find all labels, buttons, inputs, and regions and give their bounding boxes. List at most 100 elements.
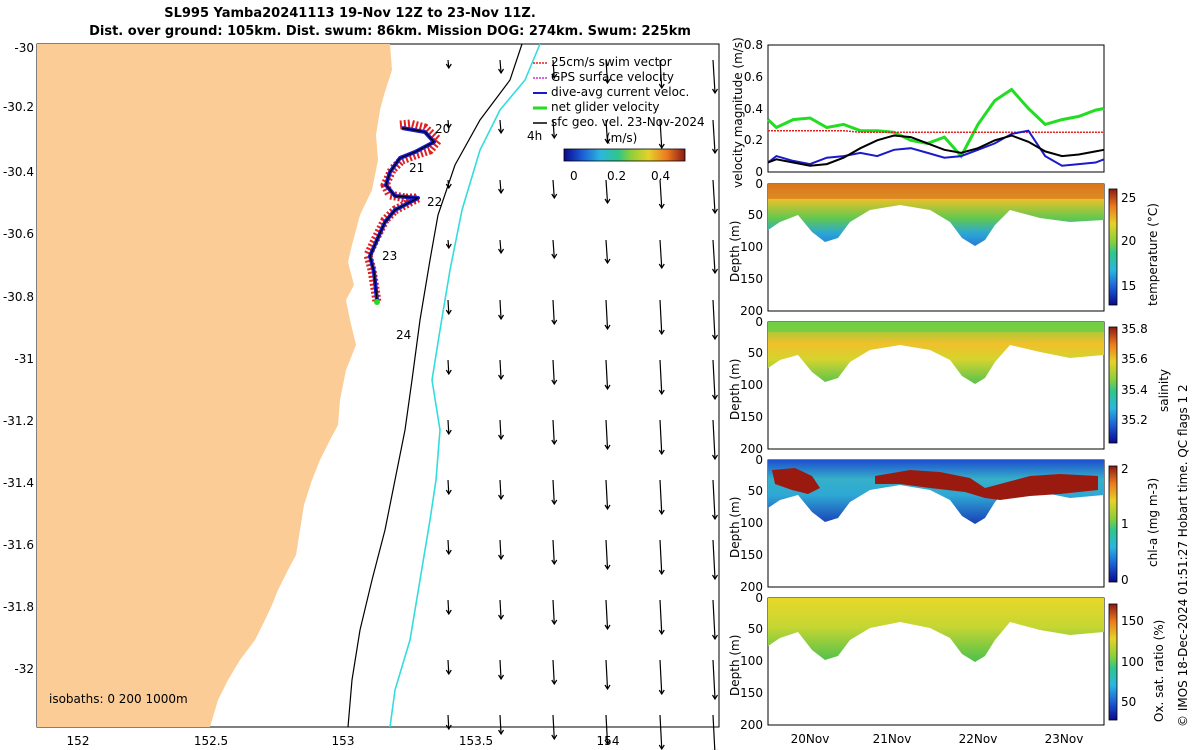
- geo-velocity-arrow: [552, 239, 555, 259]
- geo-velocity-arrow: [499, 479, 502, 500]
- lat-tick: -31.6: [3, 538, 34, 552]
- depth-tick: 50: [748, 622, 763, 636]
- glider-track: [363, 119, 443, 305]
- geo-velocity-arrowhead: [604, 138, 611, 145]
- geo-velocity-arrowhead: [498, 554, 505, 561]
- geo-velocity-arrowhead: [604, 444, 611, 451]
- lon-tick: 152: [67, 734, 90, 748]
- geo-velocity-arrow: [712, 419, 716, 460]
- geo-velocity-arrow: [605, 479, 609, 510]
- depth-tick: 50: [748, 346, 763, 360]
- cbar-tick: 35.6: [1121, 352, 1148, 366]
- geo-velocity-arrow: [447, 479, 450, 495]
- geo-velocity-arrow: [552, 59, 555, 79]
- geo-velocity-arrowhead: [498, 314, 505, 321]
- geo-velocity-arrowhead: [658, 689, 665, 696]
- geo-velocity-arrowhead: [498, 128, 505, 135]
- geo-velocity-arrowhead: [551, 619, 558, 626]
- geo-velocity-arrow: [447, 419, 450, 435]
- colorbar-tick-02: 0.2: [607, 169, 626, 183]
- geo-velocity-arrowhead: [551, 73, 558, 80]
- depth-tick: 100: [740, 240, 763, 254]
- geo-velocity-arrowhead: [711, 148, 719, 155]
- geo-velocity-arrow: [659, 119, 663, 149]
- geo-velocity-arrowhead: [604, 739, 611, 746]
- cbar-tick: 35.4: [1121, 383, 1148, 397]
- lat-tick: -31.8: [3, 600, 34, 614]
- geo-velocity-arrowhead: [551, 439, 558, 446]
- geo-velocity-arrowhead: [445, 243, 452, 250]
- date-tick: 22Nov: [959, 732, 998, 746]
- geo-velocity-arrow: [552, 599, 555, 625]
- geo-velocity-arrow: [499, 59, 502, 74]
- geo-velocity-arrow: [552, 119, 555, 139]
- geo-velocity-arrowhead: [658, 203, 665, 210]
- geo-velocity-arrowhead: [711, 694, 719, 701]
- geo-velocity-arrow: [447, 659, 450, 675]
- day-label-24: 24: [396, 328, 411, 342]
- geo-velocity-arrow: [552, 479, 555, 505]
- geo-velocity-arrow: [447, 359, 450, 375]
- geo-velocity-arrow: [605, 179, 609, 204]
- map-x-axis: 152 152.5 153 153.5 154: [67, 734, 620, 748]
- date-tick: 23Nov: [1045, 732, 1084, 746]
- legend-dive-avg-current: dive-avg current veloc.: [551, 85, 689, 99]
- depth-ylabel: Depth (m): [728, 359, 742, 420]
- geo-velocity-arrow: [659, 539, 663, 575]
- depth-tick: 200: [740, 304, 763, 318]
- geo-velocity-arrow: [552, 659, 555, 685]
- geo-velocity-arrow: [605, 299, 609, 330]
- geo-velocity-arrowhead: [445, 724, 452, 731]
- temperature-panel: 0 50 100 150 200 Depth (m) 25 20 15 temp…: [728, 177, 1160, 318]
- geo-velocity-arrow: [605, 539, 609, 570]
- geo-velocity-arrowhead: [711, 634, 719, 641]
- copyright-side-text: © IMOS 18-Dec-2024 01:51:27 Hobart time.…: [1176, 384, 1190, 727]
- oxygen-cbar-label: Ox. sat. ratio (%): [1152, 620, 1166, 722]
- track-day-labels: 20 21 22 23 24: [382, 122, 450, 342]
- geo-velocity-arrow: [712, 659, 716, 700]
- vel-tick: 0.2: [744, 133, 763, 147]
- geo-velocity-arrowhead: [551, 133, 558, 140]
- geo-velocity-arrowhead: [551, 193, 558, 200]
- lat-tick: -30: [14, 41, 34, 55]
- arrow-scale-label: 4h: [527, 129, 542, 143]
- legend-gps-velocity: GPS surface velocity: [551, 70, 674, 84]
- geo-velocity-arrow: [659, 59, 663, 89]
- depth-tick: 200: [740, 580, 763, 594]
- salinity-panel: 0 50 100 150 200 Depth (m) 35.8 35.6 35.…: [728, 315, 1171, 456]
- geo-velocity-arrowhead: [711, 454, 719, 461]
- geo-velocity-arrow: [659, 299, 663, 335]
- isobaths-label: isobaths: 0 200 1000m: [49, 692, 188, 706]
- geo-velocity-arrowhead: [445, 123, 452, 130]
- geo-velocity-arrow: [605, 599, 609, 630]
- depth-tick: 0: [755, 453, 763, 467]
- geo-velocity-arrowhead: [658, 509, 665, 516]
- geo-velocity-arrow: [499, 359, 502, 380]
- geo-velocity-arrow: [447, 299, 450, 315]
- geo-velocity-arrow: [712, 359, 716, 400]
- cbar-tick: 20: [1121, 234, 1136, 248]
- lat-tick: -30.8: [3, 290, 34, 304]
- depth-tick: 0: [755, 177, 763, 191]
- isobath-200m: [347, 43, 523, 728]
- day-label-22: 22: [427, 195, 442, 209]
- depth-ylabel: Depth (m): [728, 635, 742, 696]
- cbar-tick: 100: [1121, 655, 1144, 669]
- geo-velocity-arrow: [712, 119, 716, 154]
- chla-cbar-label: chl-a (mg m-3): [1146, 478, 1160, 567]
- geo-velocity-arrowhead: [711, 394, 719, 401]
- lat-tick: -30.4: [3, 165, 34, 179]
- chla-panel: 0 50 100 150 200 Depth (m) 2 1 0 chl-a (…: [728, 453, 1160, 594]
- geo-velocity-arrowhead: [658, 143, 665, 150]
- day-label-20: 20: [435, 122, 450, 136]
- vel-tick: 0: [755, 165, 763, 179]
- geo-velocity-arrowhead: [445, 609, 452, 616]
- geo-velocity-arrow: [712, 59, 716, 94]
- geo-velocity-arrow: [605, 419, 609, 450]
- map-colorbar: [563, 148, 686, 162]
- depth-tick: 150: [740, 272, 763, 286]
- geo-velocity-arrow: [447, 539, 450, 555]
- geo-velocity-arrowhead: [445, 183, 452, 190]
- geo-velocity-arrow: [605, 359, 609, 390]
- geo-velocity-arrow: [499, 419, 502, 440]
